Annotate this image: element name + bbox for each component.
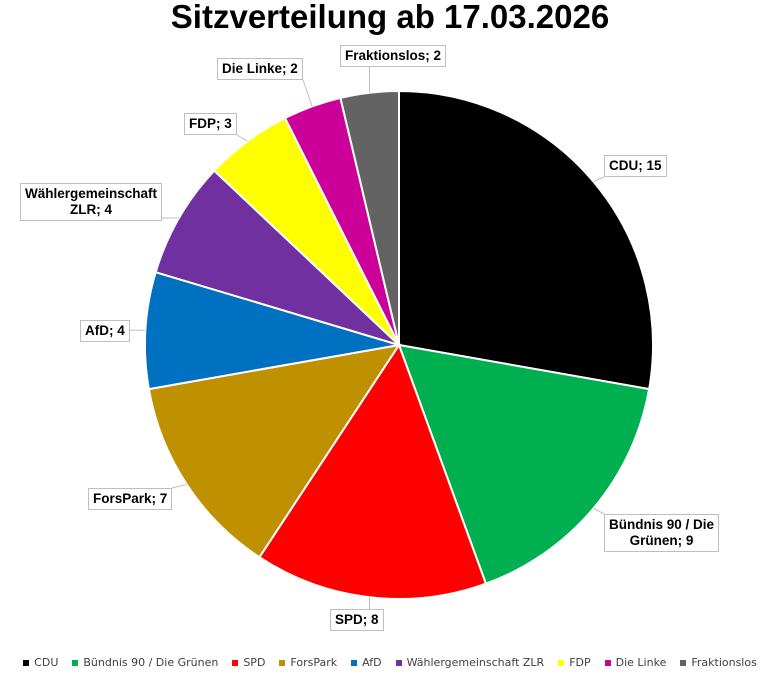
data-label: AfD; 4 [80, 320, 130, 342]
legend-swatch-icon [604, 659, 611, 666]
legend-label: ForsPark [290, 656, 338, 669]
legend-item: ForsPark [279, 656, 337, 669]
legend: CDU Bündnis 90 / Die Grünen SPD ForsPark AfD… [0, 656, 780, 669]
pie-slice-fraktionslos [339, 89, 400, 346]
legend-label: FDP [569, 656, 591, 669]
legend-label: Die Linke [615, 656, 667, 669]
legend-label: SPD [243, 656, 266, 669]
legend-item: Die Linke [604, 656, 667, 669]
leader-line [302, 79, 313, 107]
data-label: FDP; 3 [184, 113, 237, 135]
legend-swatch-icon [680, 659, 687, 666]
legend-item: AfD [351, 656, 382, 669]
chart-title: Sitzverteilung ab 17.03.2026 [170, 0, 610, 35]
legend-label: Wählergemeinschaft ZLR [406, 656, 545, 669]
legend-swatch-icon [395, 659, 402, 666]
pie-slice-w-hlergemeinschaft-zlr [154, 169, 400, 346]
legend-label: Bündnis 90 / Die Grünen [83, 656, 219, 669]
data-label: SPD; 8 [330, 609, 384, 631]
legend-item: Fraktionslos [680, 656, 757, 669]
data-label: Die Linke; 2 [217, 58, 303, 80]
legend-label: Fraktionslos [691, 656, 757, 669]
legend-item: Wählergemeinschaft ZLR [395, 656, 545, 669]
legend-label: AfD [362, 656, 382, 669]
leader-line [593, 176, 605, 183]
pie-slice-afd [144, 270, 400, 391]
leader-line [593, 507, 605, 515]
legend-swatch-icon [279, 659, 286, 666]
legend-item: SPD [232, 656, 265, 669]
legend-swatch-icon [351, 659, 358, 666]
legend-swatch-icon [23, 659, 30, 666]
legend-swatch-icon [72, 659, 79, 666]
data-label: Wählergemeinschaft ZLR; 4 [20, 183, 163, 221]
legend-item: CDU [23, 656, 58, 669]
legend-item: FDP [558, 656, 591, 669]
data-label: CDU; 15 [604, 155, 667, 177]
pie-slice-forspark [147, 343, 402, 559]
legend-swatch-icon [232, 659, 239, 666]
data-label: Fraktionslos; 2 [340, 45, 447, 67]
leader-line [236, 134, 248, 142]
legend-label: CDU [34, 656, 59, 669]
data-label: Bündnis 90 / Die Grünen; 9 [604, 514, 720, 552]
pie-slice-cdu [398, 89, 654, 391]
pie-slice-b-ndnis-90-die-gr-nen [397, 343, 651, 585]
leader-line [171, 484, 187, 489]
data-label: ForsPark; 7 [88, 488, 173, 510]
legend-item: Bündnis 90 / Die Grünen [72, 656, 218, 669]
legend-swatch-icon [558, 659, 565, 666]
